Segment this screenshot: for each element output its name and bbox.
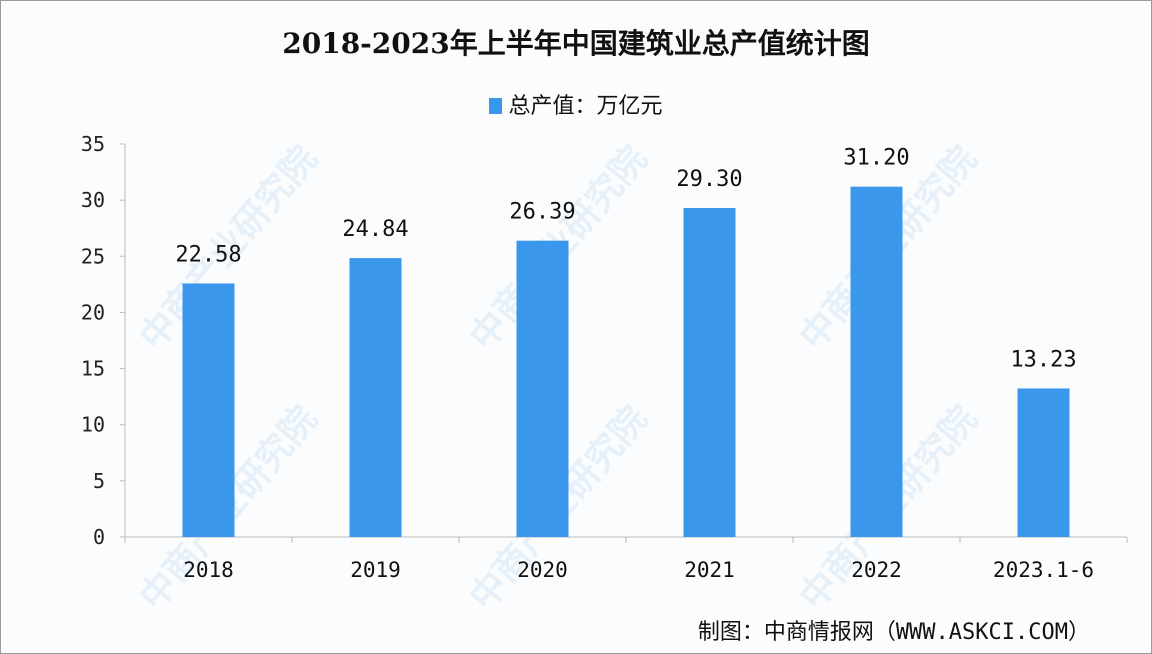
legend-label: 总产值：万亿元 bbox=[508, 94, 663, 119]
x-tick-label: 2018 bbox=[183, 558, 234, 582]
y-tick-label: 0 bbox=[93, 525, 105, 549]
data-label: 22.58 bbox=[175, 242, 241, 267]
chart-title: 2018-2023年上半年中国建筑业总产值统计图 bbox=[282, 27, 870, 60]
bar bbox=[516, 240, 569, 538]
data-label: 31.20 bbox=[843, 146, 909, 171]
y-tick-label: 15 bbox=[81, 357, 105, 381]
data-label: 13.23 bbox=[1010, 347, 1076, 372]
legend: 总产值：万亿元 bbox=[0, 88, 1152, 120]
data-label: 24.84 bbox=[342, 217, 408, 242]
y-tick-label: 20 bbox=[81, 300, 105, 324]
bar bbox=[182, 283, 235, 537]
y-tick-label: 25 bbox=[81, 244, 105, 268]
bar bbox=[349, 258, 402, 537]
source-note: 制图：中商情报网（WWW.ASKCI.COM） bbox=[697, 620, 1090, 645]
bar bbox=[850, 186, 903, 537]
x-tick-label: 2019 bbox=[350, 558, 401, 582]
y-tick-label: 35 bbox=[81, 132, 105, 156]
legend-swatch bbox=[489, 98, 503, 114]
bar bbox=[683, 208, 736, 537]
data-label: 26.39 bbox=[509, 200, 575, 225]
x-tick-label: 2021 bbox=[684, 558, 735, 582]
data-label: 29.30 bbox=[676, 167, 742, 192]
x-tick-label: 2020 bbox=[517, 558, 568, 582]
y-tick-label: 30 bbox=[81, 188, 105, 212]
x-tick-label: 2023.1-6 bbox=[993, 558, 1094, 582]
x-tick-label: 2022 bbox=[851, 558, 902, 582]
y-tick-label: 10 bbox=[81, 413, 105, 437]
bar bbox=[1017, 388, 1070, 537]
y-tick-label: 5 bbox=[93, 469, 105, 493]
